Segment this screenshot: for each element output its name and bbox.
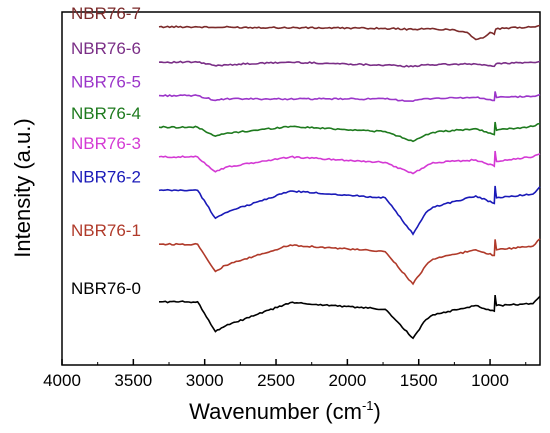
x-tick-label: 1000 xyxy=(471,371,509,390)
series-line-nbr76-2 xyxy=(158,185,541,236)
plot-frame xyxy=(61,11,541,366)
series-label-nbr76-3: NBR76-3 xyxy=(71,134,141,153)
series-labels: NBR76-7 NBR76-6 NBR76-5 NBR76-4 NBR76-3 NBR76… xyxy=(71,4,141,298)
x-tick-label: 2000 xyxy=(328,371,366,390)
series-label-nbr76-6: NBR76-6 xyxy=(71,39,141,58)
x-tick-label: 4000 xyxy=(43,371,81,390)
series-line-nbr76-3 xyxy=(158,150,541,175)
series-line-nbr76-7 xyxy=(158,24,541,41)
series-line-nbr76-4 xyxy=(158,121,541,143)
x-tick-label: 1500 xyxy=(400,371,438,390)
series-layer xyxy=(158,24,541,340)
x-tick-label: 3000 xyxy=(186,371,224,390)
series-label-nbr76-0: NBR76-0 xyxy=(71,279,141,298)
x-axis-title-text: Wavenumber (cm xyxy=(189,399,362,424)
x-axis-title-close: ) xyxy=(374,399,381,424)
series-line-nbr76-1 xyxy=(159,238,541,286)
series-line-nbr76-5 xyxy=(158,91,541,103)
x-axis-title: Wavenumber (cm-1) xyxy=(189,398,381,424)
x-tick-label: 3500 xyxy=(114,371,152,390)
series-label-nbr76-1: NBR76-1 xyxy=(71,221,141,240)
series-label-nbr76-4: NBR76-4 xyxy=(71,104,141,123)
x-tick-label: 2500 xyxy=(257,371,295,390)
x-axis-title-superscript: -1 xyxy=(362,398,374,413)
series-label-nbr76-7: NBR76-7 xyxy=(71,4,141,23)
series-label-nbr76-2: NBR76-2 xyxy=(71,167,141,186)
y-axis-title: Intensity (a.u.) xyxy=(10,118,35,257)
series-line-nbr76-0 xyxy=(159,295,541,340)
series-label-nbr76-5: NBR76-5 xyxy=(71,73,141,92)
x-axis-ticks: 4000 3500 3000 2500 2000 1500 1000 xyxy=(43,359,527,390)
series-line-nbr76-6 xyxy=(158,60,541,68)
